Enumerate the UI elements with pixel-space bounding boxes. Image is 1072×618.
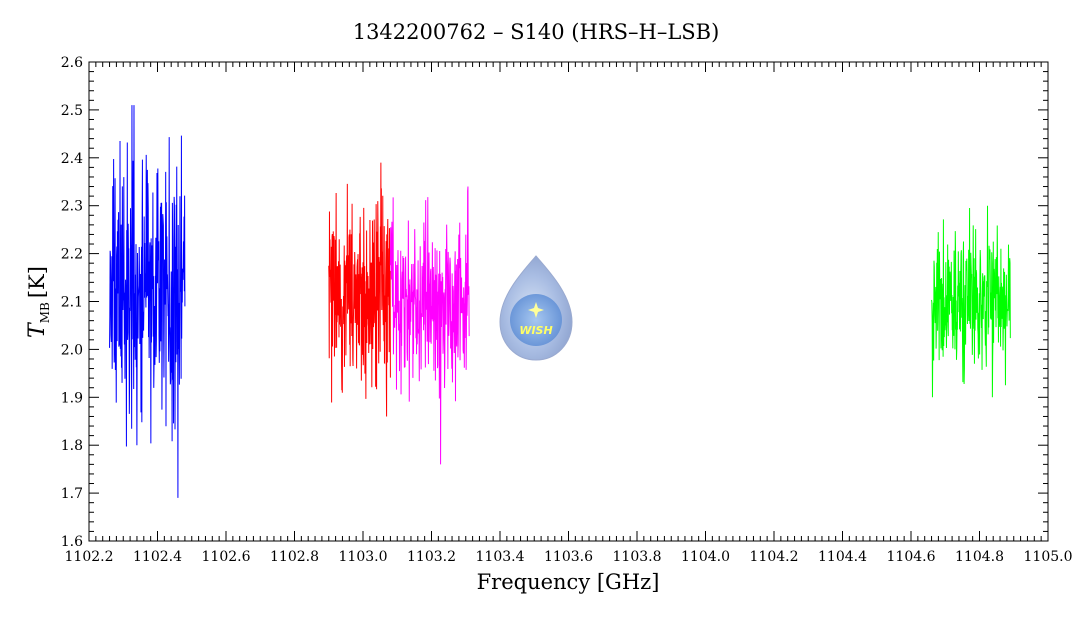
chart-title: 1342200762 – S140 (HRS–H–LSB)	[353, 20, 720, 44]
y-tick-label: 1.6	[61, 534, 83, 550]
y-tick-label: 2.6	[61, 55, 83, 71]
x-tick-label: 1103.2	[407, 549, 456, 565]
y-tick-label: 2.4	[61, 151, 83, 167]
x-tick-label: 1104.4	[818, 549, 867, 565]
spectrum-series-2	[328, 162, 391, 417]
x-tick-label: 1103.4	[476, 549, 525, 565]
logo-inner-circle	[510, 294, 562, 346]
y-tick-label: 2.3	[61, 199, 83, 215]
x-tick-label: 1102.2	[65, 549, 114, 565]
x-tick-label: 1103.6	[544, 549, 593, 565]
x-tick-label: 1102.6	[202, 549, 251, 565]
x-tick-label: 1103.0	[339, 549, 388, 565]
y-tick-label: 2.2	[61, 247, 83, 263]
y-axis-title: TMB [K]	[25, 266, 52, 338]
y-axis-title-unit: [K]	[25, 266, 49, 298]
y-axis-title-main: T	[25, 321, 50, 338]
x-tick-label: 1104.6	[887, 549, 936, 565]
x-tick-label: 1104.0	[681, 549, 730, 565]
spectrum-series-4	[931, 205, 1011, 398]
x-tick-label: 1104.8	[955, 549, 1004, 565]
star-icon	[528, 302, 544, 318]
y-tick-label: 2.0	[61, 342, 83, 358]
y-tick-label: 1.7	[61, 486, 83, 502]
y-axis: 1.6 1.7 1.8 1.9 2.0 2.1 2.2 2.3 2.4 2.5 2.6	[61, 55, 1048, 550]
logo-text: WISH	[519, 324, 552, 337]
x-tick-label: 1102.8	[270, 549, 319, 565]
spectrum-series-3	[389, 186, 470, 465]
series-layer	[109, 105, 1011, 498]
x-tick-label: 1105.0	[1024, 549, 1072, 565]
y-tick-label: 1.8	[61, 438, 83, 454]
y-axis-title-sub: MB	[38, 302, 52, 323]
x-tick-label: 1104.2	[750, 549, 799, 565]
x-tick-label: 1103.8	[613, 549, 662, 565]
y-tick-label: 2.1	[61, 295, 83, 311]
plot-frame	[88, 61, 1049, 542]
svg-text:TMB[K]: TMB [K]	[25, 266, 52, 338]
x-tick-label: 1102.4	[133, 549, 182, 565]
x-axis-title: Frequency [GHz]	[477, 570, 660, 594]
x-axis: 1102.2 1102.4 1102.6 1102.8 1103.0 1103.2 1103…	[65, 62, 1072, 565]
y-tick-label: 2.5	[61, 103, 83, 119]
y-tick-label: 1.9	[61, 390, 83, 406]
spectrum-series-1	[109, 105, 186, 498]
wish-logo: WISH	[499, 255, 573, 361]
